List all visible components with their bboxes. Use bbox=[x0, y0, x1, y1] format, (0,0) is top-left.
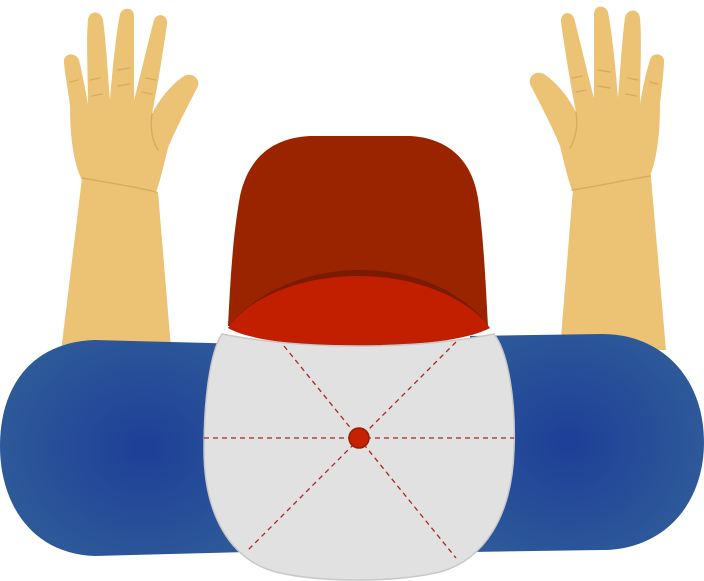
cap-crown bbox=[203, 333, 516, 581]
cap-button bbox=[348, 427, 370, 449]
right-arm bbox=[529, 6, 666, 350]
cap-front-band bbox=[228, 276, 490, 346]
cap-visor bbox=[228, 136, 488, 326]
left-forearm bbox=[60, 178, 172, 360]
left-sleeve bbox=[0, 340, 248, 556]
right-forearm bbox=[560, 166, 666, 350]
left-hand-icon bbox=[64, 8, 199, 193]
left-arm bbox=[60, 8, 199, 360]
right-sleeve bbox=[470, 334, 704, 552]
baseball-cap-icon bbox=[203, 136, 516, 581]
right-hand-icon bbox=[529, 6, 664, 191]
